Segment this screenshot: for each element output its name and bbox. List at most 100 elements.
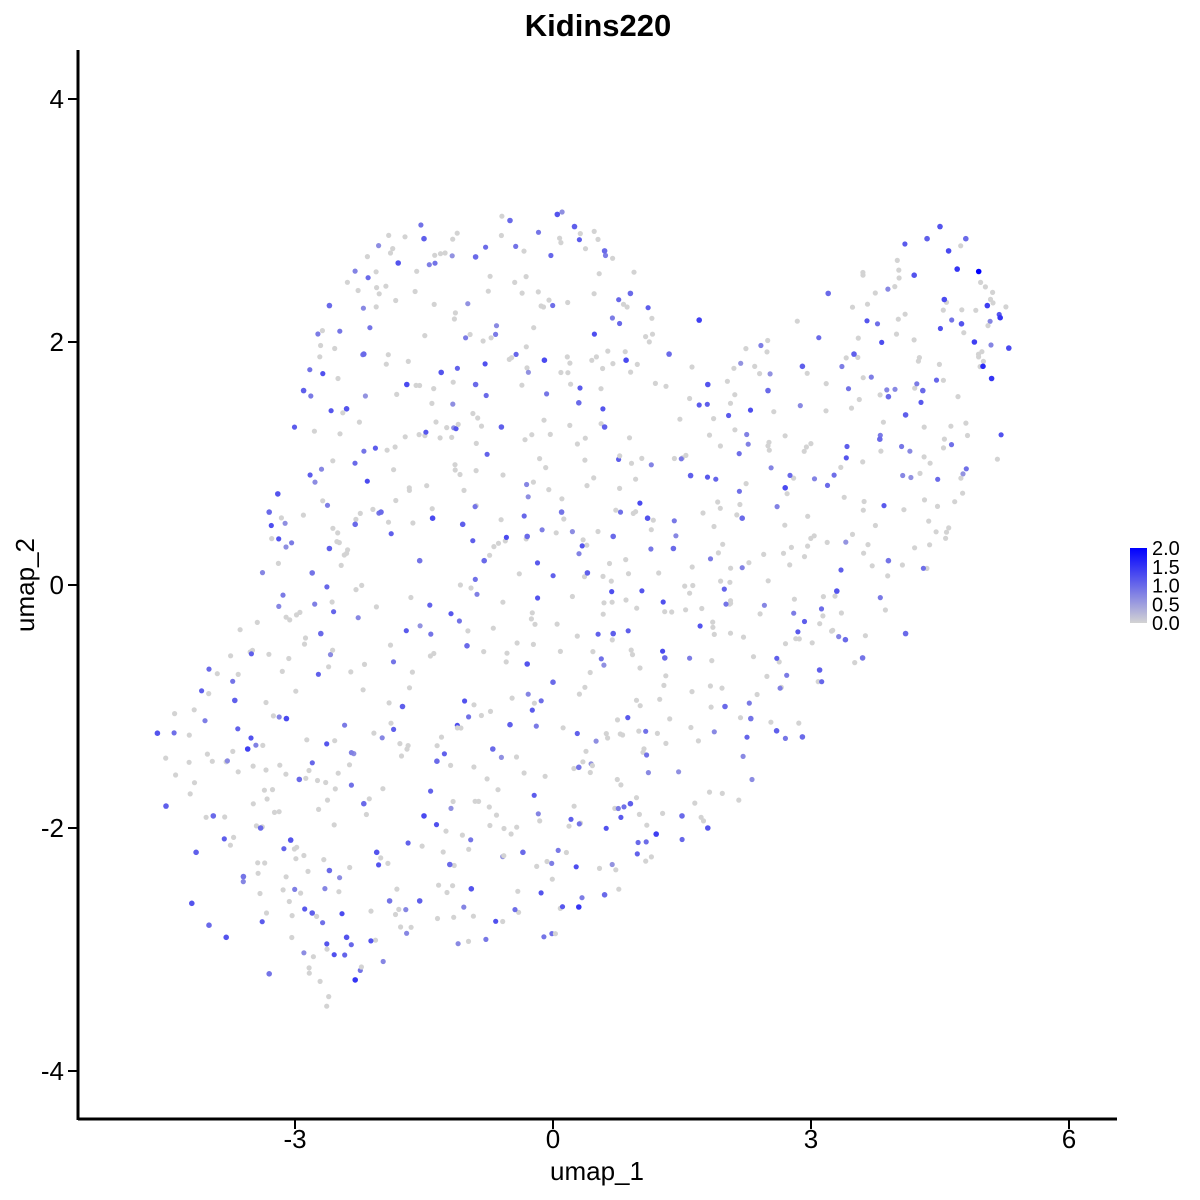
data-point (799, 363, 806, 370)
background-cell (941, 436, 948, 442)
background-cell (547, 431, 553, 437)
background-cell (896, 267, 902, 273)
background-cell (379, 735, 385, 741)
background-cell (302, 906, 308, 912)
data-point (206, 922, 212, 928)
data-point (748, 715, 754, 722)
data-point (941, 296, 948, 303)
background-cell (838, 464, 844, 470)
background-cell (301, 950, 307, 956)
background-cell (629, 652, 636, 658)
data-point (244, 746, 251, 752)
data-point (627, 800, 634, 807)
background-cell (614, 776, 620, 783)
background-cell (943, 529, 950, 535)
background-cell (444, 425, 450, 431)
background-cell (601, 600, 607, 606)
background-cell (558, 240, 564, 246)
background-cell (268, 522, 274, 529)
y-axis-ticks: -4 -2 0 2 4 (41, 84, 77, 1086)
background-cell (713, 476, 719, 482)
background-cell (521, 248, 527, 254)
background-cell (227, 842, 233, 848)
background-cell (617, 453, 623, 459)
background-cell (856, 396, 862, 403)
data-point (666, 351, 672, 357)
y-tick-label: -4 (41, 1056, 64, 1086)
background-cell (860, 272, 866, 278)
background-cell (289, 913, 295, 919)
background-cell (573, 864, 579, 870)
background-cell (525, 691, 531, 697)
background-cell (796, 720, 802, 726)
data-point (834, 588, 840, 594)
background-cell (309, 760, 315, 766)
background-cell (514, 824, 520, 830)
background-cell (171, 730, 177, 736)
background-cell (737, 715, 744, 721)
background-cell (276, 714, 282, 720)
background-cell (715, 550, 722, 556)
background-cell (470, 913, 476, 919)
background-cell (855, 335, 861, 341)
background-cell (963, 420, 969, 426)
background-cell (472, 504, 478, 510)
background-cell (744, 734, 750, 740)
data-point (576, 400, 582, 406)
background-cell (500, 472, 506, 478)
background-cell (576, 821, 582, 827)
background-cell (648, 527, 654, 533)
background-cell (788, 544, 795, 551)
background-cell (452, 462, 458, 468)
background-cell (595, 631, 601, 637)
background-cell (987, 296, 994, 302)
background-cell (450, 236, 456, 242)
background-cell (912, 545, 918, 551)
background-cell (485, 288, 491, 294)
background-cell (568, 381, 574, 387)
background-cell (960, 471, 966, 477)
background-cell (747, 407, 754, 413)
background-cell (307, 472, 313, 478)
background-cell (441, 751, 447, 757)
background-cell (727, 400, 734, 406)
background-cell (582, 246, 589, 252)
background-cell (542, 773, 548, 779)
background-cell (546, 297, 552, 303)
background-cell (506, 356, 512, 362)
background-cell (346, 762, 353, 768)
data-point (352, 521, 359, 528)
background-cell (990, 289, 996, 295)
background-cell (593, 354, 600, 360)
background-cell (306, 767, 312, 774)
background-cell (287, 617, 293, 623)
background-cell (610, 361, 616, 367)
data-point (343, 934, 350, 941)
background-cell (719, 685, 725, 691)
background-cell (368, 938, 374, 944)
background-cell (639, 455, 645, 461)
background-cell (678, 456, 684, 462)
data-point (885, 393, 892, 400)
background-cell (731, 365, 737, 371)
background-cell (376, 243, 382, 249)
background-cell (432, 260, 438, 266)
background-cell (591, 331, 598, 337)
background-cell (699, 605, 705, 612)
background-cell (222, 814, 228, 820)
background-cell (332, 345, 338, 352)
background-cell (574, 730, 580, 737)
background-cell (516, 909, 522, 915)
background-cell (696, 402, 702, 408)
data-point (283, 715, 290, 722)
background-cell (746, 700, 752, 706)
background-cell (237, 627, 243, 633)
background-cell (405, 743, 411, 749)
data-point (782, 485, 788, 491)
background-cell (643, 334, 649, 340)
background-cell (732, 427, 738, 433)
background-cell (625, 715, 631, 721)
background-cell (884, 387, 890, 393)
background-cell (811, 476, 818, 482)
background-cell (371, 730, 377, 736)
